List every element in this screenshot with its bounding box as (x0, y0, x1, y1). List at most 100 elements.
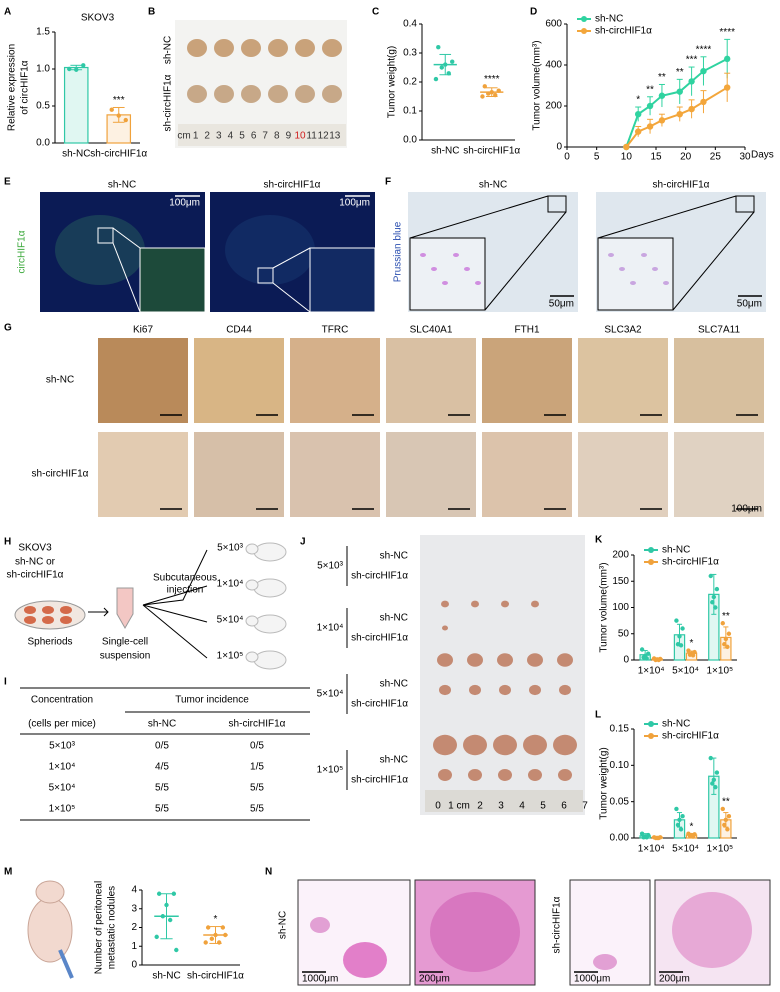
tumor (295, 85, 315, 103)
significance: *** (686, 55, 698, 66)
label: 5×10³ (217, 543, 244, 554)
data-point (677, 634, 682, 639)
data-point (433, 76, 439, 82)
scale-label: 1000μm (302, 974, 338, 985)
cell (475, 281, 481, 285)
data-point (646, 102, 654, 110)
significance: *** (113, 95, 125, 106)
zoom-line (112, 227, 141, 249)
zoom-line (672, 211, 755, 311)
zoom-box (257, 267, 274, 284)
y-tick-label: 1.5 (36, 27, 50, 38)
scale-label: 100μm (339, 198, 370, 209)
tumor (214, 85, 234, 103)
y-axis-label: Relative expression (7, 44, 18, 131)
y-axis-label: Tumor volume(mm³) (599, 562, 610, 652)
data-point (700, 98, 707, 106)
tumor (322, 39, 342, 57)
y-tick-label: 200 (612, 550, 629, 561)
y-axis-label: Tumor volume(mm³) (532, 40, 543, 130)
tumor (559, 684, 571, 696)
data-point (443, 62, 448, 67)
data-point (678, 827, 684, 832)
label: 1×10⁴ (317, 623, 344, 634)
data-point (724, 55, 731, 63)
zoom-line (409, 195, 549, 239)
y-tick-label: 0 (623, 655, 629, 666)
data-point (167, 917, 173, 923)
ihc-image (578, 432, 668, 517)
zoom-line (272, 282, 311, 313)
zoom-line (597, 195, 737, 239)
y-axis-label: Tumor weight(g) (387, 46, 398, 118)
column-label: SLC40A1 (410, 325, 453, 336)
inset (409, 237, 486, 311)
legend-marker (648, 721, 654, 727)
data-point (724, 84, 731, 91)
label: 5×10⁴ (217, 615, 244, 626)
mouse (253, 542, 287, 562)
cell (453, 253, 459, 257)
label: SKOV3 (18, 543, 52, 554)
scale-label: 100μm (169, 198, 200, 209)
data-point (680, 626, 685, 631)
significance: ** (722, 797, 730, 808)
tumor (439, 684, 451, 696)
y-tick-label: 0.1 (403, 106, 417, 117)
data-point (644, 835, 649, 840)
data-point (674, 618, 679, 623)
row-label: sh-circHIF1α (32, 469, 89, 480)
tumor (268, 39, 288, 57)
scale-label: 50μm (549, 299, 574, 310)
line (625, 86, 728, 148)
ruler-label: 0 (435, 801, 441, 812)
data-point (164, 902, 169, 908)
label: sh-NC (148, 719, 176, 730)
label: sh-circHIF1α (7, 570, 64, 581)
data-point (720, 621, 725, 626)
significance: **** (484, 74, 500, 85)
ruler-label: 1 cm (448, 801, 470, 812)
data-point (678, 643, 684, 648)
row-label: sh-NC (380, 613, 408, 624)
data-point (722, 822, 727, 828)
y-axis-label: Number of peritoneal (94, 881, 105, 974)
data-point (171, 891, 177, 896)
data-point (723, 636, 729, 642)
data-point (209, 936, 215, 941)
mouse (253, 650, 287, 670)
mouse (253, 578, 287, 598)
data-point (646, 651, 651, 656)
cell (431, 267, 437, 271)
legend-marker (581, 28, 587, 34)
mouse-head (245, 543, 259, 555)
x-tick-label: 25 (710, 152, 722, 163)
table-cell: 0/5 (155, 741, 169, 752)
cell (619, 267, 625, 271)
image-title: sh-circHIF1α (264, 180, 321, 191)
y-tick-label: 400 (545, 60, 562, 71)
x-tick-label: 5×10⁴ (672, 844, 699, 855)
ruler-label: 6 (251, 131, 257, 142)
data-point (639, 647, 645, 652)
mouse-head (245, 651, 259, 663)
spheroid (24, 616, 36, 624)
scale-label: 200μm (659, 974, 690, 985)
row-label: sh-NC (163, 36, 174, 64)
data-point (160, 914, 166, 919)
zoom-box (547, 195, 567, 213)
data-point (720, 806, 725, 812)
tumor (295, 39, 315, 57)
y-tick-label: 2 (131, 922, 137, 933)
dish (14, 600, 86, 630)
data-point (677, 817, 682, 823)
mouse (253, 614, 287, 634)
x-tick-label: sh-circHIF1α (187, 971, 244, 982)
zoom-line (272, 247, 311, 269)
data-point (686, 648, 691, 653)
data-point (646, 123, 654, 130)
mouse-head (245, 615, 259, 627)
tumor (529, 684, 541, 696)
ihc-image (674, 338, 764, 423)
data-point (446, 71, 451, 76)
